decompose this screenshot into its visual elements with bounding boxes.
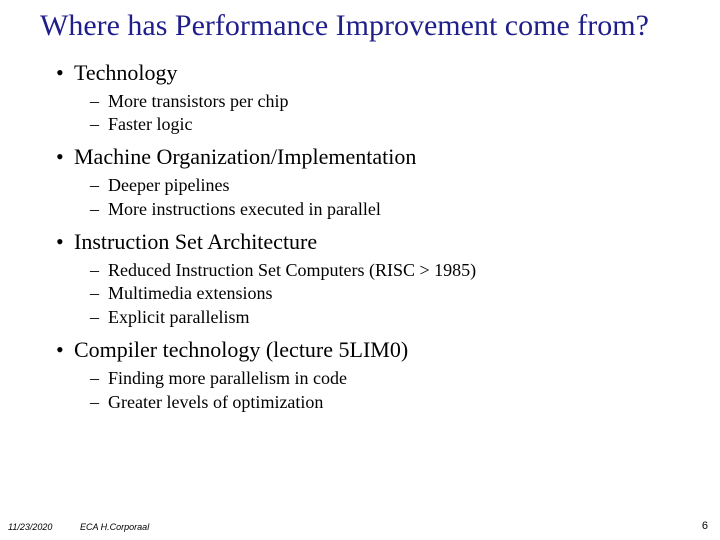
section-isa: Instruction Set Architecture Reduced Ins… [40,229,680,329]
bullet-item: Explicit parallelism [90,306,680,329]
bullet-heading: Compiler technology (lecture 5LIM0) [56,337,680,363]
footer-date: 11/23/2020 [8,522,52,532]
section-technology: Technology More transistors per chip Fas… [40,60,680,137]
bullet-item: More transistors per chip [90,90,680,113]
bullet-item: More instructions executed in parallel [90,198,680,221]
bullet-item: Greater levels of optimization [90,391,680,414]
bullet-heading: Machine Organization/Implementation [56,144,680,170]
bullet-item: Finding more parallelism in code [90,367,680,390]
slide-body: Where has Performance Improvement come f… [0,0,720,414]
bullet-heading: Technology [56,60,680,86]
bullet-item: Multimedia extensions [90,282,680,305]
bullet-item: Faster logic [90,113,680,136]
slide-title: Where has Performance Improvement come f… [40,10,680,42]
bullet-item: Reduced Instruction Set Computers (RISC … [90,259,680,282]
section-compiler: Compiler technology (lecture 5LIM0) Find… [40,337,680,414]
section-machine-org: Machine Organization/Implementation Deep… [40,144,680,221]
footer-page-number: 6 [702,520,708,532]
bullet-heading: Instruction Set Architecture [56,229,680,255]
bullet-item: Deeper pipelines [90,174,680,197]
footer-author: ECA H.Corporaal [80,522,149,532]
